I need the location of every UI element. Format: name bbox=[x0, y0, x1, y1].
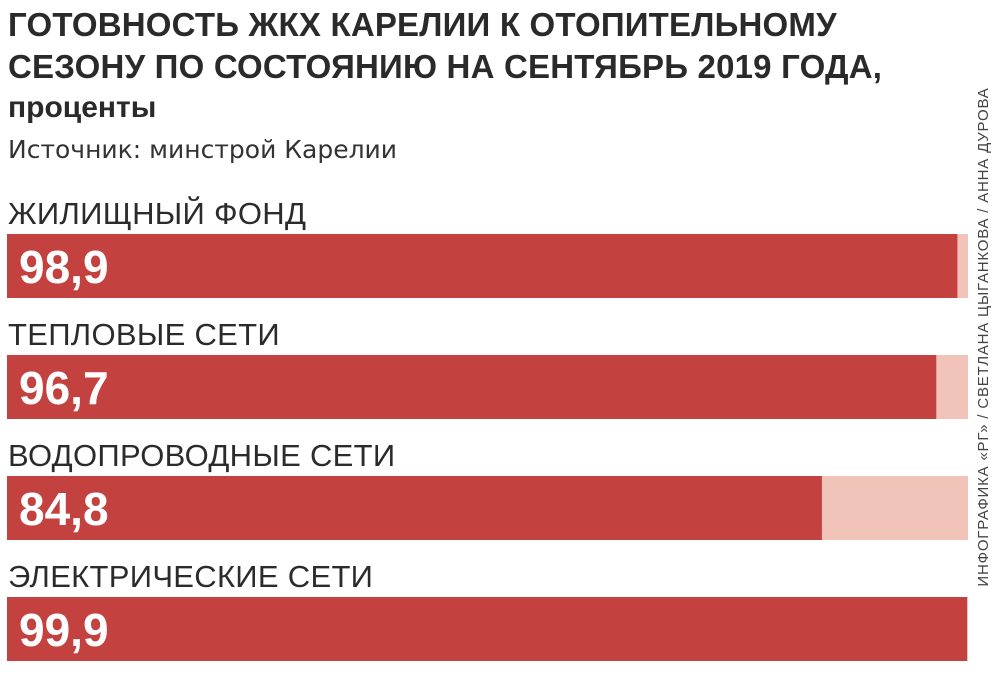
bar bbox=[7, 234, 958, 298]
infographic-credit: ИНФОГРАФИКА «РГ» / СВЕТЛАНА ЦЫГАНКОВА / … bbox=[975, 87, 992, 587]
value-label: 96,7 bbox=[19, 362, 109, 414]
bar bbox=[7, 355, 937, 419]
bar-row: ВОДОПРОВОДНЫЕ СЕТИ 84,8 bbox=[7, 438, 968, 540]
value-label: 99,9 bbox=[19, 604, 109, 656]
value-label: 84,8 bbox=[19, 483, 109, 535]
bar bbox=[7, 476, 822, 540]
chart-unit: проценты bbox=[8, 91, 157, 124]
chart-source: Источник: минстрой Карелии bbox=[8, 135, 398, 164]
category-label: ТЕПЛОВЫЕ СЕТИ bbox=[8, 317, 280, 352]
category-label: ЖИЛИЩНЫЙ ФОНД bbox=[8, 195, 306, 231]
value-label: 98,9 bbox=[19, 241, 109, 293]
category-label: ВОДОПРОВОДНЫЕ СЕТИ bbox=[8, 438, 395, 473]
category-label: ЭЛЕКТРИЧЕСКИЕ СЕТИ bbox=[8, 559, 373, 594]
chart-title: ГОТОВНОСТЬ ЖКХ КАРЕЛИИ К ОТОПИТЕЛЬНОМУ С… bbox=[8, 6, 883, 85]
bar-row: ЖИЛИЩНЫЙ ФОНД 98,9 bbox=[7, 195, 968, 298]
bar-row: ЭЛЕКТРИЧЕСКИЕ СЕТИ 99,9 bbox=[7, 559, 968, 661]
bar bbox=[7, 597, 968, 661]
bar-row: ТЕПЛОВЫЕ СЕТИ 96,7 bbox=[7, 317, 968, 419]
